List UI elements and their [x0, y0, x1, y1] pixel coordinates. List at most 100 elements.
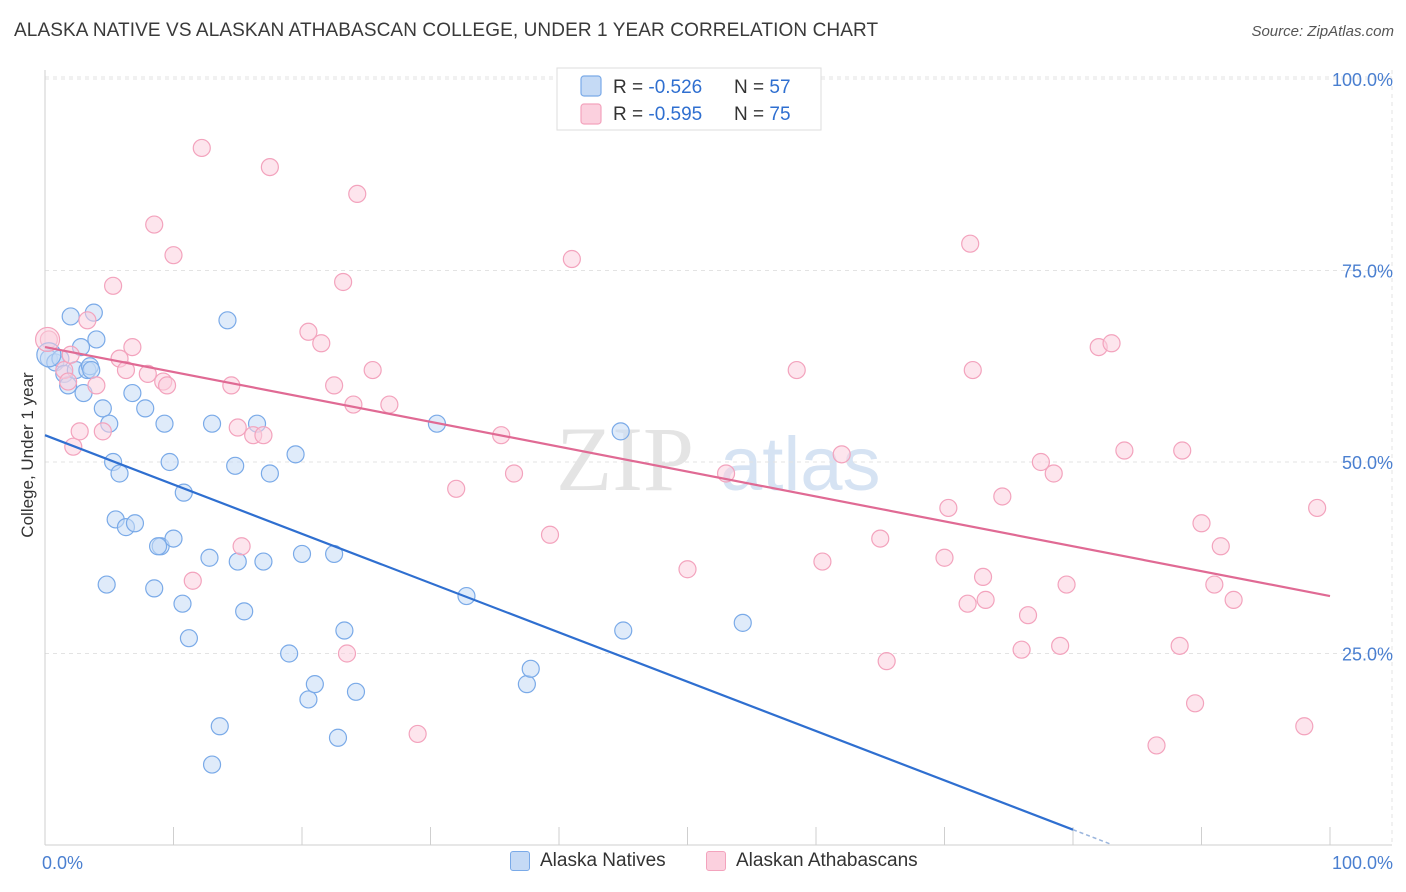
- alaska-natives-point: [210, 717, 229, 736]
- alaska-natives-point: [148, 537, 168, 556]
- alaskan-athabascans-point: [145, 215, 164, 234]
- alaskan-athabascans-point: [344, 395, 363, 414]
- alaskan-athabascans-point: [61, 345, 80, 364]
- source-label: Source: ZipAtlas.com: [1251, 23, 1394, 40]
- alaskan-athabascans-point: [1295, 717, 1314, 736]
- alaska-natives-point: [97, 575, 116, 594]
- legend-swatch-alaskan-athabascans: [706, 851, 726, 871]
- alaskan-athabascans-point: [348, 184, 367, 203]
- alaskan-athabascans-point: [299, 322, 318, 341]
- alaskan-athabascans-point: [192, 138, 211, 158]
- alaska-natives-point: [335, 621, 354, 640]
- y-tick-label-100: 100.0%: [1332, 70, 1393, 90]
- alaskan-athabascans-point: [232, 537, 251, 556]
- alaska-natives-point: [228, 552, 247, 571]
- alaska-natives-point: [93, 399, 112, 418]
- svg-text:R = -0.526: R = -0.526: [613, 77, 702, 98]
- grid-lines: [45, 70, 1393, 845]
- alaska-natives-trend-line: [44, 434, 1074, 831]
- alaskan-athabascans-point: [963, 360, 982, 380]
- alaska-natives-point: [136, 399, 155, 418]
- legend-swatch-alaska-natives: [510, 851, 530, 871]
- alaskan-athabascans-point: [1115, 441, 1134, 460]
- alaska-natives-point: [200, 548, 219, 567]
- alaskan-athabascans-point: [993, 487, 1012, 506]
- alaska-natives-point: [202, 755, 222, 774]
- alaskan-athabascans-point: [228, 418, 247, 437]
- alaskan-athabascans-trend-line: [44, 346, 1331, 598]
- x-tick-labels: 0.0% 100.0%: [42, 853, 1393, 873]
- alaska-natives-point: [164, 529, 183, 548]
- x-tick-label-0: 0.0%: [42, 853, 83, 873]
- alaskan-athabascans-point: [961, 234, 980, 253]
- alaskan-athabascans-point: [334, 272, 353, 292]
- alaskan-athabascans-point: [1211, 537, 1230, 556]
- alaskan-athabascans-point: [1102, 334, 1121, 353]
- alaskan-athabascans-point: [871, 529, 890, 548]
- watermark: ZIP atlas: [556, 408, 881, 510]
- alaska-natives-point: [235, 602, 254, 621]
- alaskan-athabascans-point: [813, 552, 832, 571]
- legend-n-value-1: 57: [769, 77, 790, 98]
- alaskan-athabascans-point: [1185, 694, 1205, 713]
- alaskan-athabascans-point: [408, 724, 427, 744]
- alaskan-athabascans-point: [70, 422, 89, 441]
- alaska-natives-point: [218, 311, 237, 330]
- alaska-natives-point: [226, 456, 245, 475]
- alaska-natives-point: [202, 414, 222, 433]
- y-tick-label-25: 25.0%: [1342, 645, 1393, 665]
- legend-label-alaskan-athabascans: Alaskan Athabascans: [736, 850, 918, 871]
- alaskan-athabascans-point: [678, 560, 697, 579]
- alaska-natives-point: [82, 360, 101, 380]
- alaskan-athabascans-point: [447, 479, 466, 498]
- y-axis-label: College, Under 1 year: [18, 372, 37, 538]
- alaskan-athabascans-point: [935, 548, 954, 567]
- alaska-natives-point: [87, 330, 106, 349]
- alaskan-athabascans-point: [958, 594, 977, 613]
- alaska-natives-point: [328, 728, 348, 747]
- alaska-natives-point: [299, 690, 318, 709]
- alaskan-athabascans-point: [1012, 640, 1031, 659]
- alaska-natives-point: [305, 675, 324, 694]
- x-tick-label-100: 100.0%: [1332, 853, 1393, 873]
- alaska-natives-point: [155, 414, 174, 433]
- alaska-natives-point: [260, 464, 279, 483]
- alaska-natives-point: [179, 629, 199, 648]
- alaskan-athabascans-point: [1205, 575, 1224, 594]
- alaskan-athabascans-point: [832, 445, 851, 464]
- alaskan-athabascans-point: [1224, 590, 1243, 609]
- alaska-natives-point: [61, 307, 80, 326]
- alaska-natives-point: [521, 659, 540, 678]
- alaskan-athabascans-point: [877, 652, 896, 671]
- alaskan-athabascans-point: [104, 276, 123, 295]
- svg-text:N = 75: N = 75: [734, 104, 791, 125]
- alaskan-athabascans-point: [1170, 636, 1189, 655]
- alaskan-athabascans-point: [504, 464, 524, 483]
- alaskan-athabascans-point: [59, 372, 78, 391]
- trend-lines: [44, 346, 1331, 846]
- alaskan-athabascans-point: [87, 376, 106, 395]
- legend-top: R = -0.526 N = 57 R = -0.595 N = 75: [556, 67, 822, 131]
- svg-text:N = 57: N = 57: [734, 77, 791, 98]
- alaskan-athabascans-point: [1308, 498, 1327, 518]
- legend-n-value-2: 75: [769, 104, 790, 125]
- alaska-natives-point: [110, 464, 129, 483]
- legend-bottom: Alaska Natives Alaskan Athabascans: [0, 850, 1406, 880]
- alaskan-athabascans-point: [1147, 736, 1166, 755]
- legend-label-alaska-natives: Alaska Natives: [540, 850, 666, 871]
- alaskan-athabascans-point: [380, 395, 399, 414]
- legend-item-alaskan-athabascans: Alaskan Athabascans: [706, 850, 918, 872]
- alaska-natives-point: [292, 544, 312, 564]
- data-points: [34, 138, 1327, 774]
- alaskan-athabascans-point: [1192, 514, 1211, 533]
- alaska-natives-point: [286, 445, 305, 464]
- alaskan-athabascans-point: [1044, 464, 1063, 483]
- legend-r-value-1: -0.526: [648, 77, 702, 98]
- alaskan-athabascans-point: [123, 338, 142, 357]
- alaskan-athabascans-point: [540, 525, 560, 544]
- legend-swatch-pink: [580, 103, 602, 125]
- alaska-natives-point: [733, 613, 752, 632]
- y-tick-label-50: 50.0%: [1342, 453, 1393, 473]
- alaskan-athabascans-point: [363, 360, 382, 380]
- alaskan-athabascans-point: [1057, 575, 1076, 594]
